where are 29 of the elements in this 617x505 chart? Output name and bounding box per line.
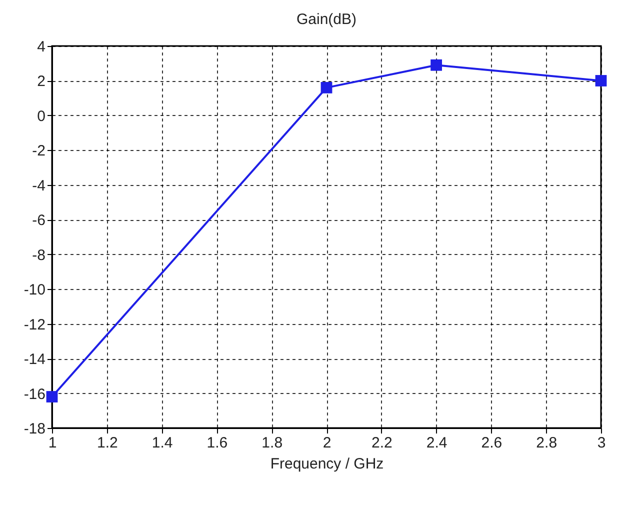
x-tick-label: 2.8 [536,434,558,452]
point [46,391,58,402]
point [430,59,442,71]
x-tick-label: 1.6 [206,434,228,452]
x-tick-label: 1.2 [96,434,118,452]
x-tick-label: 2.6 [481,434,502,452]
y-tick-label: 0 [37,108,46,125]
x-tick-label: 3 [597,434,606,452]
y-tick-label: -14 [24,351,46,368]
y-tick-label: -10 [24,282,46,299]
y-tick-label: -18 [24,420,46,438]
x-tick-label: 2 [322,434,332,452]
y-tick-label: -8 [32,246,46,264]
y-tick-label: 2 [37,73,46,90]
chart-title: Gain(dB) [296,11,357,28]
x-tick-label: 1.4 [152,434,173,452]
x-tick-label: 1 [48,434,57,452]
x-tick-label: 2.2 [371,434,392,452]
y-tick-label: -12 [24,316,46,334]
y-tick-label: -6 [32,212,46,230]
y-tick-label: -16 [24,386,46,403]
y-tick-label: -2 [32,142,46,160]
y-tick-label: 4 [37,38,46,56]
point [320,82,332,94]
point [595,75,607,86]
x-axis-title: Frequency / GHz [270,456,384,472]
x-tick-label: 2.4 [426,434,448,452]
y-tick-label: -4 [32,177,46,194]
x-tick-label: 1.8 [262,434,283,452]
